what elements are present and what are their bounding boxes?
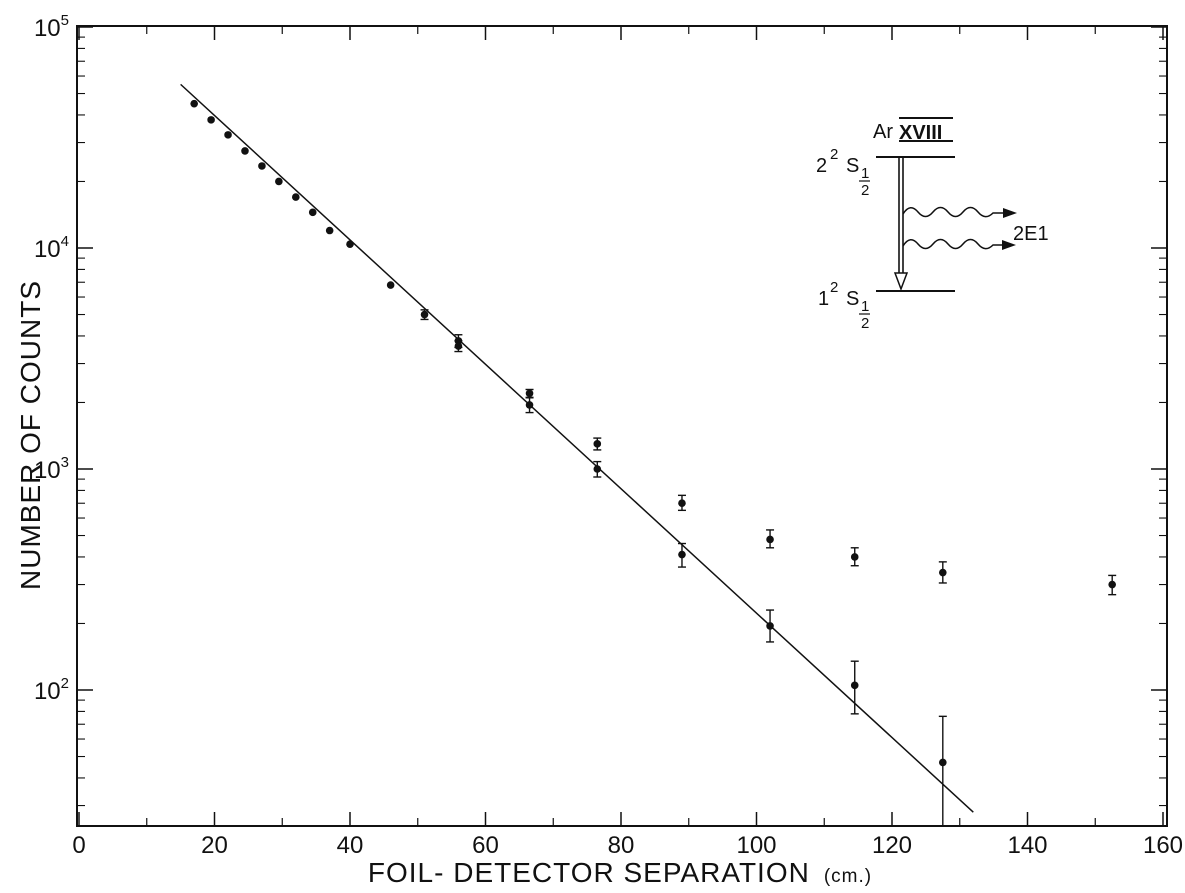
data-point-series-2 [525,389,534,398]
y-tick-label: 103 [34,454,69,484]
x-tick-label: 100 [736,832,776,859]
y-tick-label: 102 [34,675,69,705]
data-point-series-1 [275,177,283,186]
y-tick-label: 105 [34,12,69,42]
plot-frame [76,25,1168,827]
lower-level-term: S [846,288,859,310]
data-point-series-1 [346,240,354,249]
y-tick-labels: 102 103 104 105 [34,12,69,705]
lower-level-n-sup: 2 [830,279,838,296]
upper-level-j-den: 2 [861,182,869,199]
x-tick-label: 40 [337,832,364,859]
data-point-series-1 [939,758,947,767]
photon-wave-upper [902,206,1005,218]
upper-level-term: S [846,155,859,177]
x-tick-label: 160 [1143,832,1183,859]
data-point-series-2 [1108,580,1116,589]
y-tick-label: 104 [34,233,69,263]
x-axis-title: FOIL- DETECTOR SEPARATION (cm.) [368,857,872,888]
data-point-series-1 [190,99,198,108]
y-axis-title: NUMBER OF COUNTS [15,280,46,590]
data-point-series-2 [939,568,947,577]
upper-level-n: 2 [816,155,827,177]
data-point-series-1 [420,310,429,319]
lower-level-j-den: 2 [861,315,869,332]
x-tick-label: 140 [1007,832,1047,859]
x-tick-labels: 0 20 40 60 80 100 120 140 160 [72,832,1183,859]
data-point-series-1 [207,116,215,124]
x-tick-label: 0 [72,832,85,859]
lower-level-n: 1 [818,288,829,310]
data-point-series-2 [850,553,859,561]
data-point-series-1 [224,131,232,139]
data-point-series-1 [766,622,774,630]
x-tick-label: 80 [608,832,635,859]
inset-ion-label: XVIII [899,122,942,144]
x-tick-label: 120 [872,832,912,859]
data-point-series-1 [454,342,463,350]
data-point-series-1 [525,401,534,409]
inset-element-label: Ar [873,121,893,143]
data-point-series-2 [766,535,774,544]
data-point-series-1 [593,465,602,473]
data-point-series-1 [292,193,300,201]
axis-ticks [77,26,1167,826]
upper-level-n-sup: 2 [830,146,838,163]
x-tick-label: 20 [201,832,228,859]
fit-line [180,83,974,813]
photon-wave-lower [902,238,1004,250]
data-point-series-1 [308,208,317,217]
photon-arrowhead-upper [1003,208,1017,218]
x-tick-label: 60 [472,832,499,859]
data-point-series-2 [678,499,686,508]
data-point-series-1 [258,162,266,170]
data-point-series-1 [850,681,859,690]
data-point-series-1 [386,281,395,289]
upper-level-j-num: 1 [861,165,869,182]
transition-arrowhead [893,272,909,292]
data-point-series-1 [241,147,249,155]
transition-label: 2E1 [1013,223,1049,245]
data-point-series-1 [325,226,334,235]
energy-level-diagram: Ar XVIII 2 2 S 1 2 1 2 S 1 2 2E1 [816,117,1049,332]
lower-level-j-num: 1 [861,298,869,315]
data-points [190,99,1117,826]
data-point-series-1 [678,550,686,559]
photon-arrowhead-lower [1002,240,1016,250]
data-point-series-2 [593,440,602,448]
